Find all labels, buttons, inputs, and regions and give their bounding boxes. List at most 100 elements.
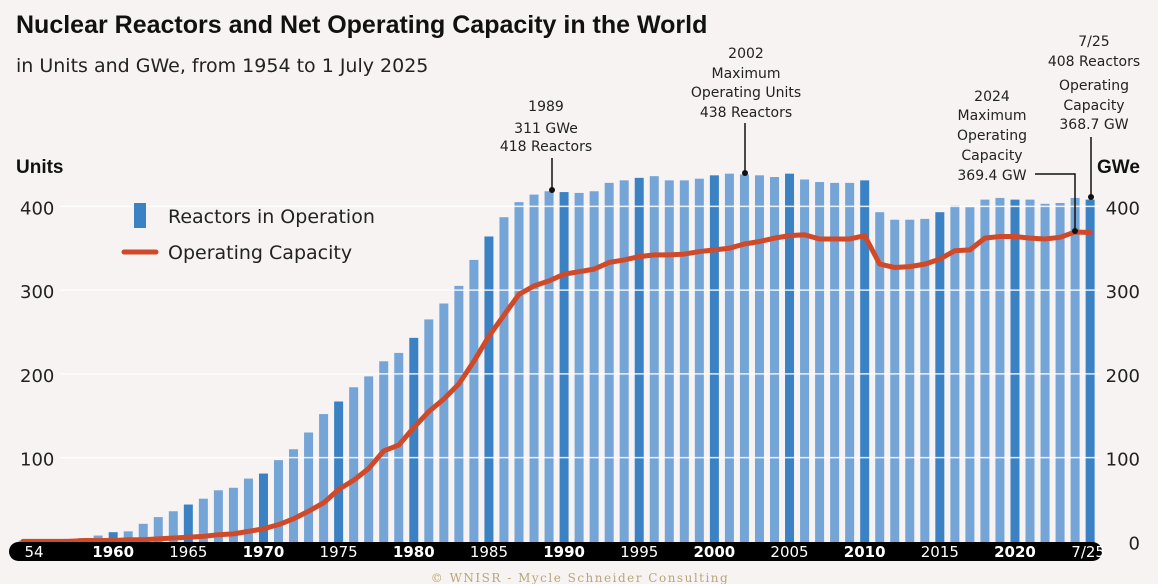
bar-2015	[935, 212, 945, 545]
bar-1965	[183, 504, 193, 545]
bar-2005	[785, 173, 795, 545]
legend: Reactors in Operation Operating Capacity	[121, 203, 375, 264]
chart-subtitle: in Units and GWe, from 1954 to 1 July 20…	[16, 55, 428, 77]
annotation-line: Operating	[1059, 78, 1129, 94]
left-tick-100: 100	[20, 450, 54, 471]
x-tick-2020: 2020	[994, 543, 1036, 561]
x-tick-1980: 1980	[393, 543, 435, 561]
bar-1971	[274, 460, 284, 545]
annotation-line: 1989	[528, 99, 564, 115]
bar-1963	[153, 517, 163, 545]
leader-dot	[549, 187, 555, 193]
bar-1968	[228, 487, 238, 545]
leader-dot	[1088, 194, 1094, 200]
y-ticks: 400 300 200 100 400 300 200 100 0	[20, 198, 1140, 554]
leader-line	[1035, 173, 1076, 231]
bar-2025	[1085, 199, 1095, 545]
annotation-2002: 2002 Maximum Operating Units 438 Reactors	[691, 46, 801, 176]
right-tick-200: 200	[1106, 366, 1140, 387]
bar-1974	[319, 414, 329, 545]
left-tick-300: 300	[20, 282, 54, 303]
annotation-line: 369.4 GW	[957, 168, 1026, 184]
bar-1985	[484, 236, 494, 545]
bar-2012	[890, 219, 900, 545]
annotation-line: Maximum	[712, 66, 781, 82]
bar-1973	[304, 432, 314, 545]
bar-1991	[574, 192, 584, 545]
x-ticks: 54 1960 1965 1970 1975 1980 1985 1990 1995 2000 20…	[24, 543, 1105, 561]
bar-2004	[770, 177, 779, 546]
capacity-line-group	[20, 229, 1093, 544]
annotation-line: Maximum	[958, 108, 1027, 124]
bar-2001	[724, 173, 734, 545]
bar-1976	[349, 387, 359, 545]
bar-2011	[875, 212, 885, 545]
left-tick-400: 400	[20, 198, 54, 219]
bar-1967	[213, 490, 223, 545]
x-tick-2010: 2010	[844, 543, 886, 561]
right-axis-title: GWe	[1097, 157, 1140, 178]
bar-1992	[589, 191, 599, 545]
bar-1995	[634, 177, 644, 545]
annotation-1989: 1989 311 GWe 418 Reactors	[500, 99, 592, 193]
bar-2024	[1070, 197, 1080, 545]
bar-2009	[845, 182, 855, 546]
left-axis-title: Units	[16, 157, 64, 178]
bar-1962	[138, 523, 148, 545]
bar-1977	[364, 376, 374, 545]
x-tick-2015: 2015	[921, 543, 959, 561]
bar-1981	[424, 319, 434, 545]
bar-2007	[815, 182, 825, 545]
bar-1972	[289, 449, 299, 545]
bar-1990	[559, 192, 569, 545]
annotation-line: 2024	[974, 89, 1010, 105]
annotation-line: 418 Reactors	[500, 139, 592, 155]
bar-1989	[544, 191, 554, 545]
annotation-line: Capacity	[1063, 98, 1124, 114]
annotation-line: 438 Reactors	[700, 105, 792, 121]
bar-2002	[739, 174, 749, 545]
bar-1964	[168, 511, 178, 545]
bars	[18, 173, 1095, 546]
x-tick-1975: 1975	[320, 543, 358, 561]
x-tick-1965: 1965	[169, 543, 207, 561]
annotation-line: Capacity	[961, 148, 1022, 164]
bar-2021	[1025, 199, 1035, 545]
chart-title: Nuclear Reactors and Net Operating Capac…	[16, 11, 707, 39]
bar-1993	[604, 182, 614, 546]
bar-1975	[334, 401, 344, 545]
footer-credit: © WNISR - Mycle Schneider Consulting	[431, 571, 729, 584]
bar-1970	[258, 473, 268, 545]
bar-1988	[529, 194, 539, 545]
bar-2014	[920, 218, 930, 545]
bar-2003	[754, 175, 764, 545]
bar-2006	[800, 179, 810, 545]
bar-1994	[619, 180, 629, 545]
annotation-line: 311 GWe	[514, 121, 578, 137]
bar-2020	[1010, 199, 1020, 545]
x-tick-1970: 1970	[243, 543, 285, 561]
bar-2010	[860, 180, 870, 545]
x-tick-54: 54	[24, 543, 43, 561]
annotation-line: Operating Units	[691, 85, 801, 101]
legend-label-reactors: Reactors in Operation	[168, 206, 375, 228]
bar-1999	[694, 178, 704, 545]
right-tick-300: 300	[1106, 282, 1140, 303]
annotation-line: 408 Reactors	[1048, 54, 1140, 70]
bar-1969	[243, 478, 253, 545]
bar-1984	[469, 259, 479, 545]
x-tick-1995: 1995	[620, 543, 658, 561]
left-tick-200: 200	[20, 366, 54, 387]
right-tick-400: 400	[1106, 198, 1140, 219]
x-tick-2000: 2000	[694, 543, 736, 561]
legend-label-capacity: Operating Capacity	[168, 242, 352, 264]
leader-dot	[1072, 228, 1078, 234]
annotation-line: Operating	[957, 128, 1027, 144]
bar-1983	[454, 285, 464, 545]
x-tick-1985: 1985	[470, 543, 508, 561]
x-tick-1960: 1960	[92, 543, 134, 561]
bar-1997	[664, 180, 674, 545]
bar-2017	[965, 207, 975, 545]
legend-bar-swatch	[134, 203, 146, 228]
